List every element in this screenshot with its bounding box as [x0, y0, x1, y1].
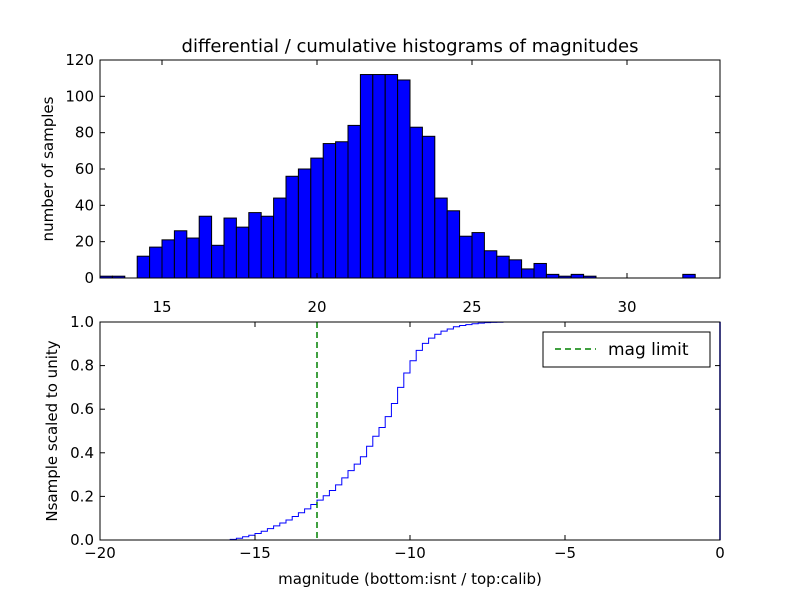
histogram-bar: [273, 197, 287, 279]
legend-label-mag-limit: mag limit: [608, 340, 689, 360]
histogram-bar: [285, 175, 299, 279]
histogram-bar: [211, 244, 225, 279]
histogram-bar: [446, 210, 461, 279]
histogram-y-tick-label: 100: [65, 87, 94, 105]
histogram-bar: [508, 259, 523, 279]
histogram-ticks: 15 20 25 30 0 20 40 60 80 100 120: [65, 51, 720, 316]
histogram-y-tick-label: 60: [75, 160, 94, 178]
chart-title: differential / cumulative histograms of …: [182, 36, 639, 57]
histogram-x-tick-label: 25: [462, 298, 481, 316]
cumulative-y-tick-label: 0.2: [70, 487, 94, 505]
histogram-bar: [198, 215, 213, 279]
histogram-bar: [397, 79, 411, 279]
histogram-x-tick-label: 15: [152, 298, 171, 316]
histogram-bar: [310, 157, 324, 279]
histogram-bar: [372, 74, 386, 279]
cumulative-y-tick-label: 0.8: [70, 357, 94, 375]
histogram-bar: [483, 250, 498, 279]
histogram-bar: [421, 135, 436, 279]
legend: mag limit: [542, 331, 711, 368]
histogram-bar: [235, 226, 250, 279]
histogram-bar: [434, 197, 448, 279]
cumulative-x-axis-label: magnitude (bottom:isnt / top:calib): [278, 570, 542, 588]
histogram-y-tick-label: 20: [75, 233, 94, 251]
histogram-bar: [496, 255, 510, 279]
cumulative-ticks: −20 −15 −10 −5 0 0.0 0.2 0.4 0.6 0.8 1.0: [70, 313, 725, 562]
cumulative-y-tick-label: 0.6: [70, 400, 94, 418]
histogram-bar: [359, 74, 374, 279]
histogram-bar: [347, 124, 361, 279]
histogram-x-tick-label: 30: [617, 298, 636, 316]
cumulative-x-tick-label: 0: [715, 544, 725, 562]
cumulative-x-tick-label: −15: [239, 544, 271, 562]
histogram-y-axis-label: number of samples: [39, 96, 57, 241]
histogram-bar: [533, 262, 547, 279]
cumulative-x-tick-label: −10: [394, 544, 426, 562]
histogram-bar: [521, 268, 535, 279]
histogram-bar: [570, 273, 585, 279]
cumulative-y-tick-label: 1.0: [70, 313, 94, 331]
histogram-bar: [335, 141, 349, 279]
histogram-bar: [545, 273, 560, 279]
histogram-bar: [409, 126, 423, 279]
histogram-y-tick-label: 120: [65, 51, 94, 69]
histogram-x-tick-label: 20: [307, 298, 326, 316]
histogram-bar: [260, 215, 275, 279]
histogram-y-tick-label: 40: [75, 196, 94, 214]
histogram-bar: [322, 143, 337, 279]
histogram-bar: [297, 168, 312, 279]
cumulative-x-tick-label: −20: [84, 544, 116, 562]
histogram-bar: [161, 239, 175, 279]
cumulative-y-tick-label: 0.0: [70, 531, 94, 549]
histogram-bar: [186, 237, 200, 279]
histogram-bar: [682, 273, 696, 279]
histogram-bar: [136, 255, 151, 279]
histogram-bar: [173, 230, 188, 279]
histogram-bar: [459, 235, 473, 279]
histogram-y-tick-label: 80: [75, 124, 94, 142]
cumulative-y-axis-label: Nsample scaled to unity: [43, 340, 61, 521]
cumulative-step-line: [100, 321, 720, 541]
histogram-bars: [99, 74, 696, 279]
histogram-chart: differential / cumulative histograms of …: [39, 36, 721, 316]
cumulative-y-tick-label: 0.4: [70, 444, 94, 462]
histogram-bar: [384, 74, 399, 279]
cumulative-chart: Nsample scaled to unity magnitude (botto…: [43, 313, 725, 588]
histogram-bar: [223, 217, 237, 279]
histogram-bar: [149, 246, 163, 279]
histogram-bar: [248, 212, 262, 279]
cumulative-x-tick-label: −5: [554, 544, 576, 562]
histogram-bar: [471, 232, 485, 279]
histogram-y-tick-label: 0: [84, 269, 94, 287]
